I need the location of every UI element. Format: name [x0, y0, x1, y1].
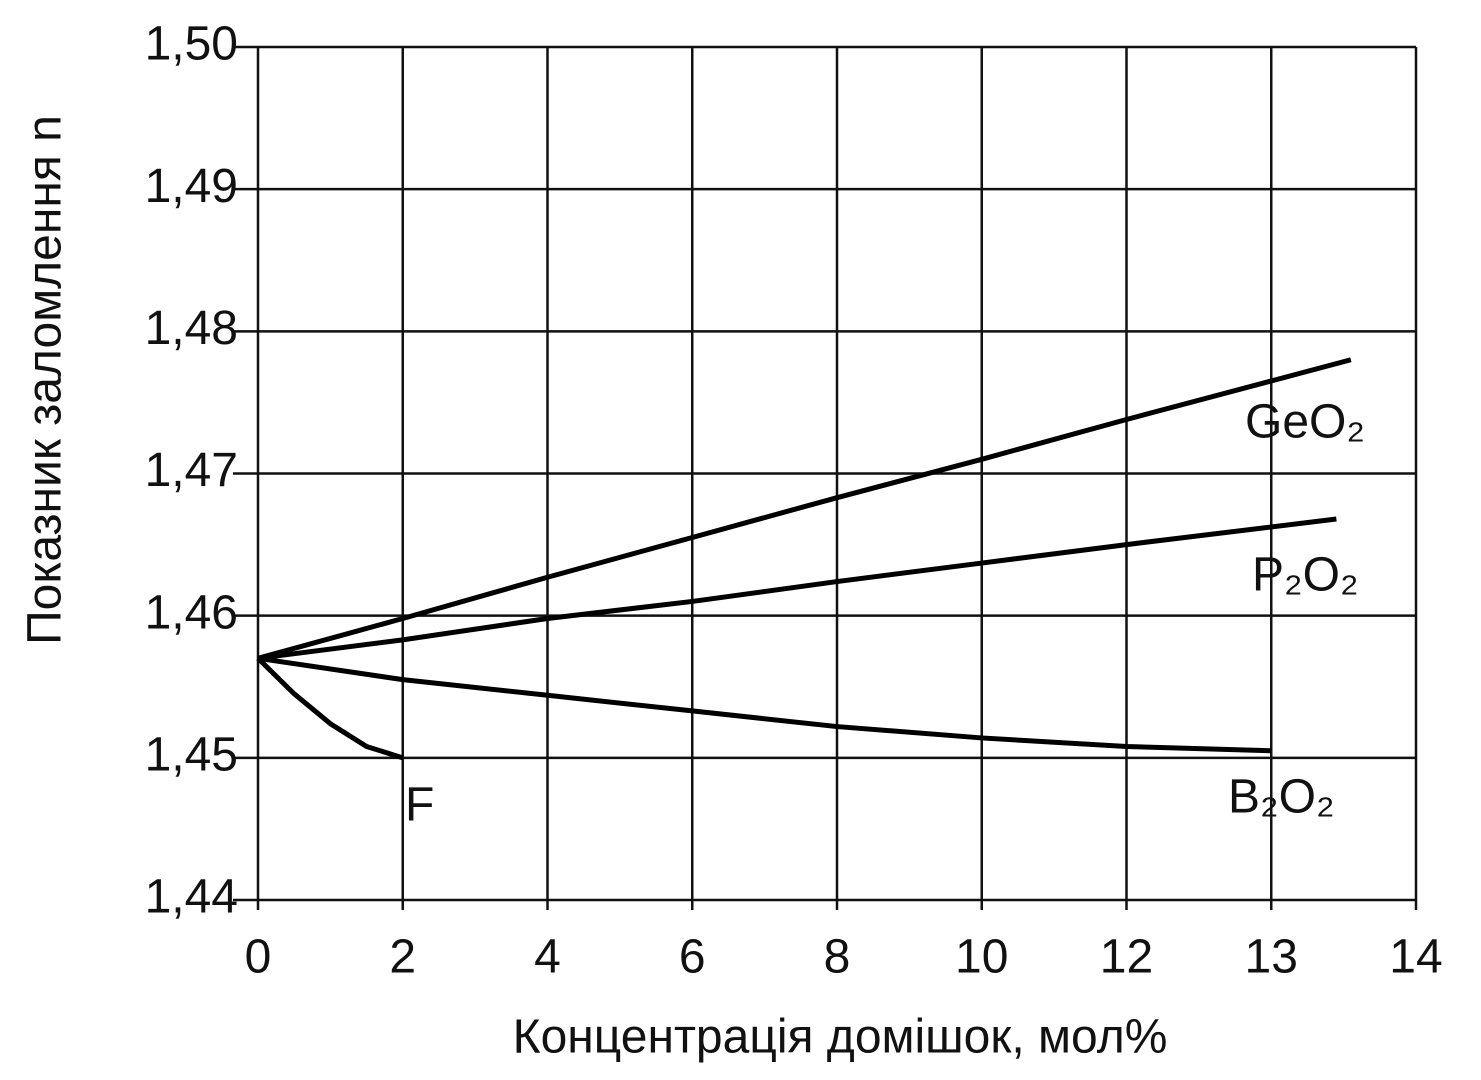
x-tick-label: 10 [955, 931, 1008, 984]
y-tick-label: 1,45 [145, 729, 238, 782]
x-axis-label: Концентрація домішок, мол% [513, 1011, 1168, 1064]
x-tick-label: 2 [389, 931, 416, 984]
y-tick-label: 1,46 [145, 586, 238, 639]
y-tick-label: 1,48 [145, 302, 238, 355]
x-tick-label: 4 [534, 931, 561, 984]
series-label: B₂O₂ [1228, 771, 1335, 824]
x-tick-label: 6 [679, 931, 706, 984]
data-line [257, 655, 1272, 754]
y-tick-label: 1,44 [145, 871, 238, 924]
series-label: F [405, 779, 434, 832]
x-tick-label: 0 [245, 931, 272, 984]
series-label: GeO₂ [1245, 396, 1365, 449]
data-line [256, 656, 404, 761]
y-tick-label: 1,50 [145, 18, 238, 71]
y-tick-label: 1,47 [145, 444, 238, 497]
data-line [257, 516, 1337, 661]
x-tick-label: 14 [1389, 931, 1442, 984]
y-axis-label: Показник заломлення n [19, 115, 72, 645]
data-line [257, 357, 1352, 661]
series-label: P₂O₂ [1252, 549, 1359, 602]
x-tick-label: 13 [1245, 931, 1298, 984]
y-tick-label: 1,49 [145, 160, 238, 213]
x-tick-label: 8 [824, 931, 851, 984]
x-tick-label: 12 [1100, 931, 1153, 984]
